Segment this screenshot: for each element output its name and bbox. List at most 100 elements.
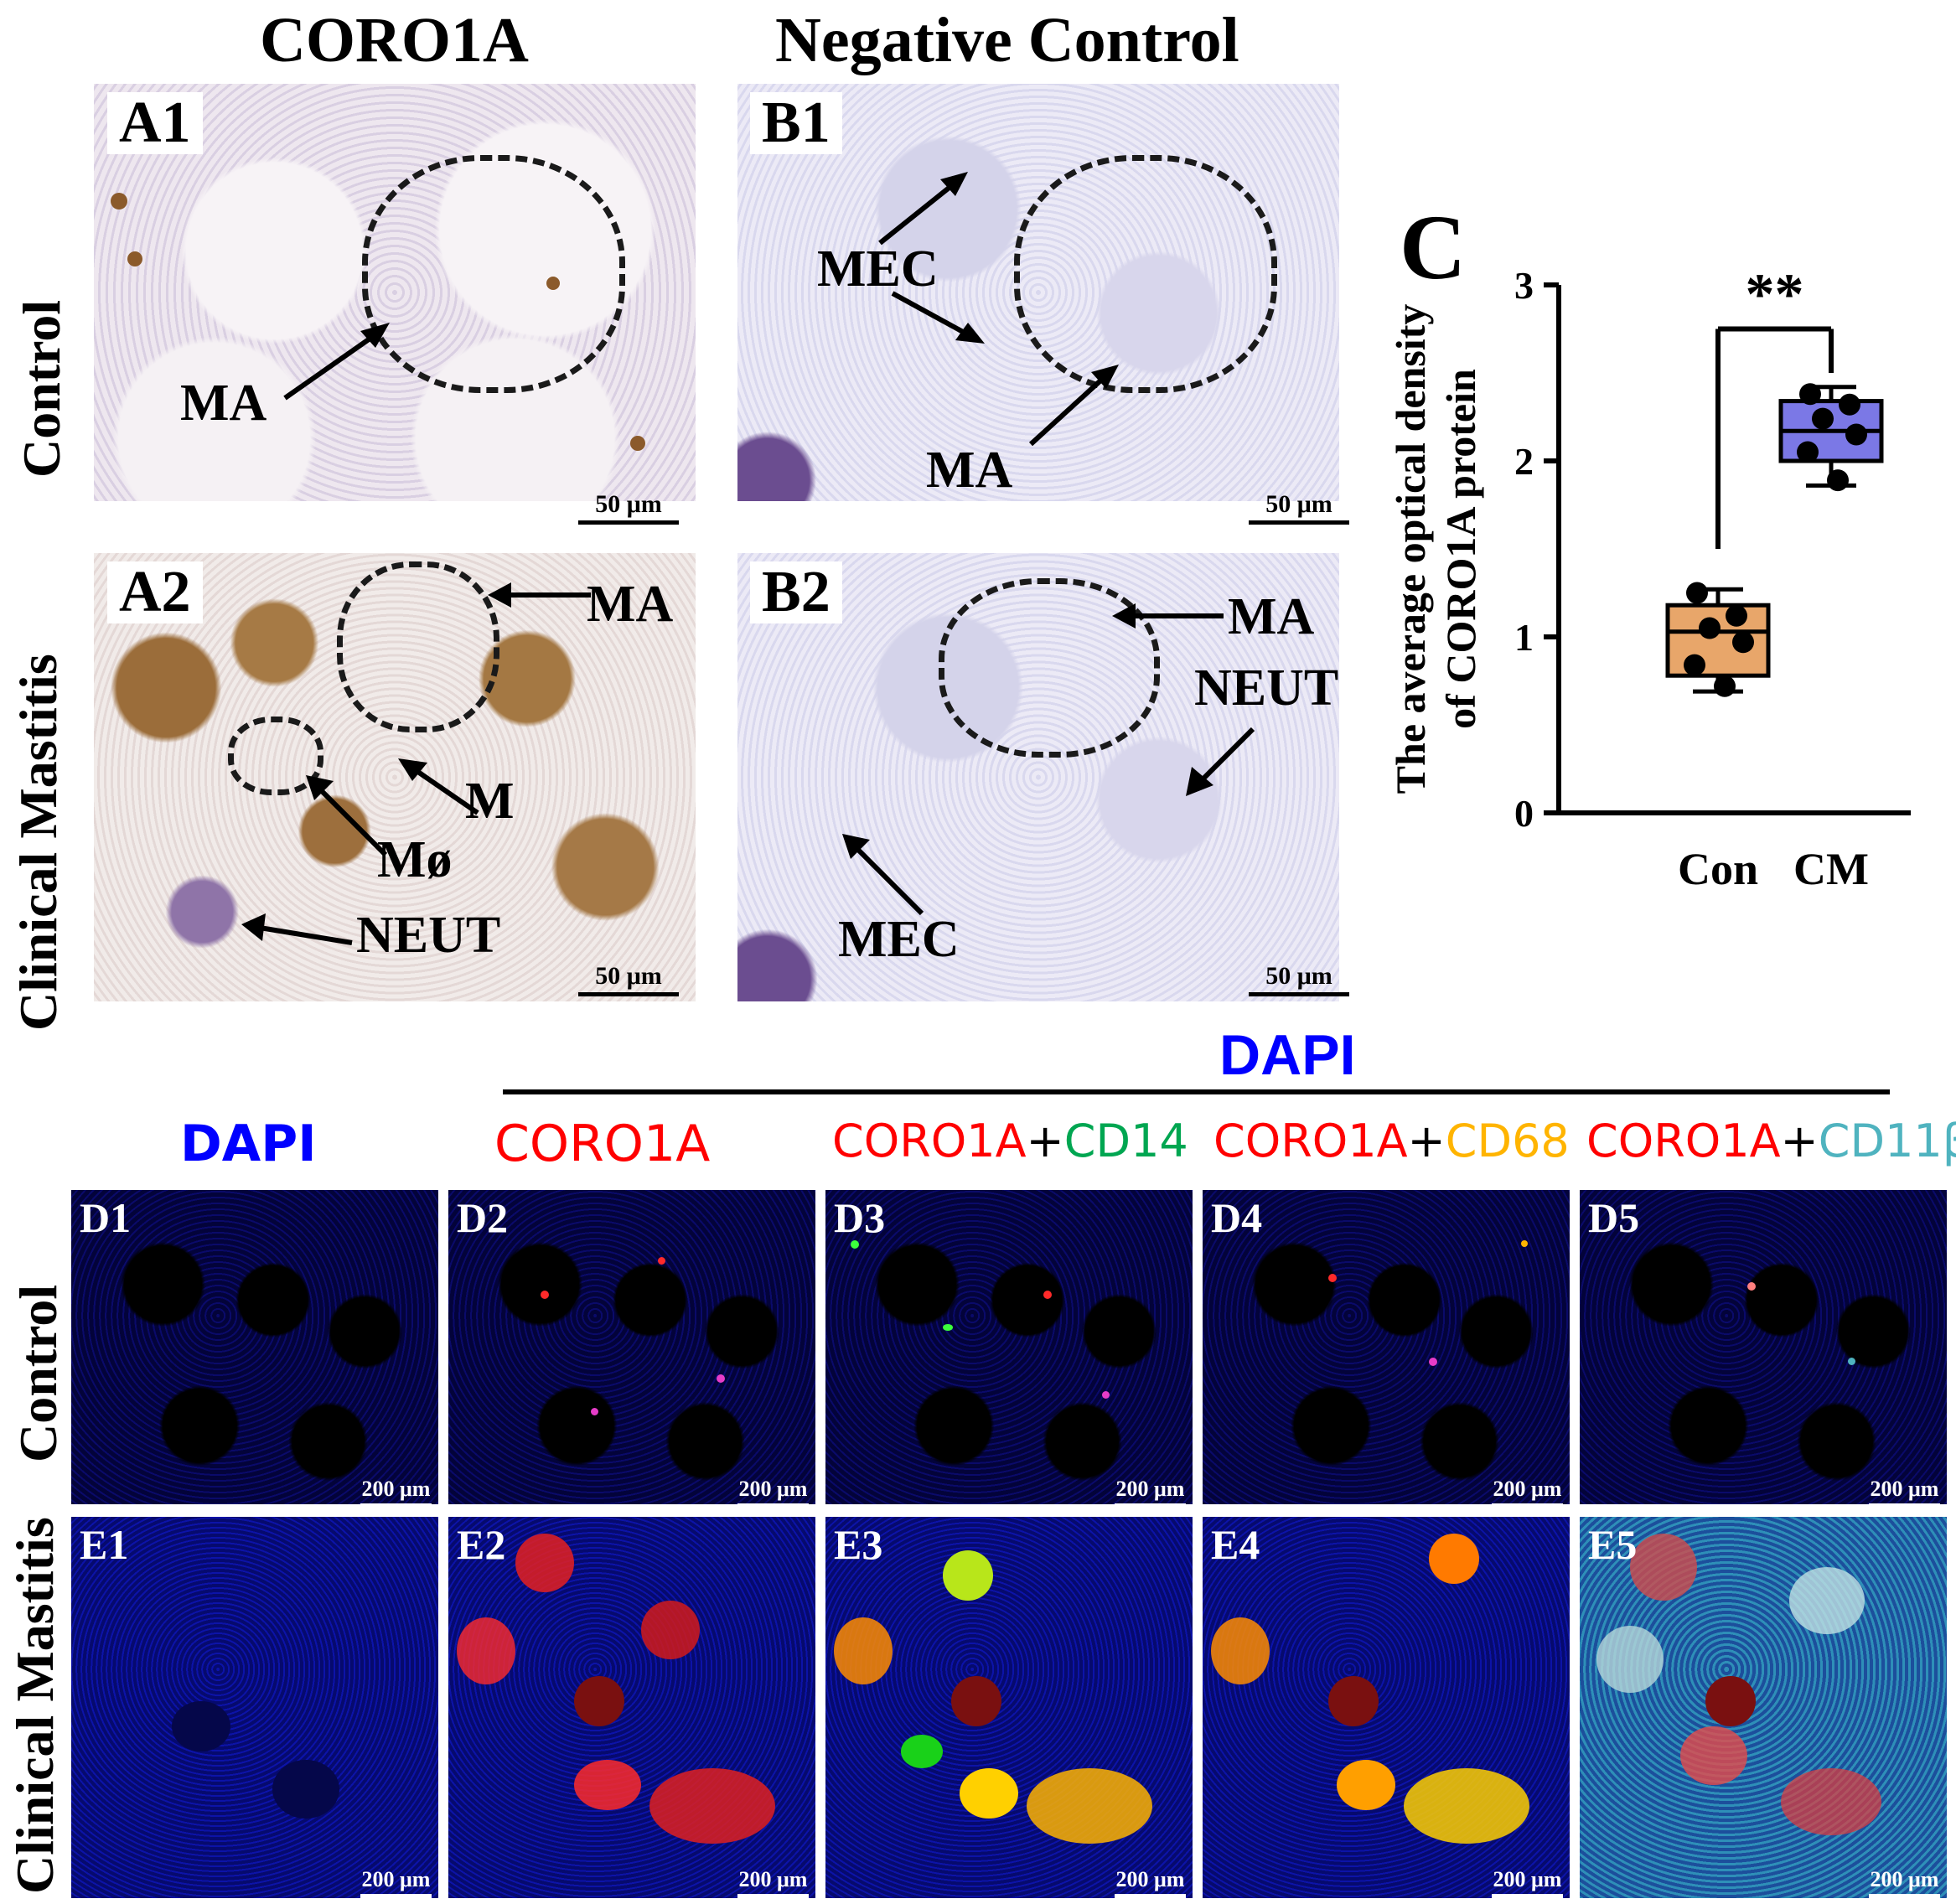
scale-bar-b1: 50 μm bbox=[1249, 490, 1349, 525]
scale-bar-a1: 50 μm bbox=[578, 490, 679, 525]
x-tick-label: CM bbox=[1793, 844, 1869, 894]
header-if-coro1a-cd68: CORO1A+CD68 bbox=[1213, 1115, 1570, 1167]
row-label-control-top: Control bbox=[12, 299, 71, 478]
annot-b2-neut: NEUT bbox=[1194, 660, 1339, 717]
panel-b2-image bbox=[737, 553, 1339, 1001]
panel-e2-image bbox=[448, 1517, 815, 1898]
arrow-b2-ma bbox=[1112, 603, 1224, 629]
scale-bar-e3: 200 μm bbox=[1115, 1867, 1186, 1898]
header-dapi-span: DAPI bbox=[1219, 1023, 1356, 1087]
arrow-b2-neut bbox=[1186, 727, 1255, 796]
x-tick-label: Con bbox=[1678, 844, 1758, 894]
panel-e5-image bbox=[1580, 1517, 1947, 1898]
panel-label-e2: E2 bbox=[457, 1521, 506, 1568]
data-point bbox=[1799, 383, 1821, 406]
panel-label-a1: A1 bbox=[107, 92, 203, 154]
alveolus-outline bbox=[362, 155, 625, 393]
data-point bbox=[1797, 441, 1819, 463]
scale-bar-b2: 50 μm bbox=[1249, 962, 1349, 996]
scale-bar-e2: 200 μm bbox=[737, 1867, 809, 1898]
panel-label-b1: B1 bbox=[750, 92, 842, 154]
y-tick-label: 0 bbox=[1514, 792, 1534, 835]
annot-b2-ma: MA bbox=[1228, 588, 1315, 645]
header-coro1a: CORO1A bbox=[260, 5, 529, 75]
panel-label-e1: E1 bbox=[80, 1521, 129, 1568]
arrow-a2-neut bbox=[241, 913, 353, 945]
panel-e1-image bbox=[71, 1517, 438, 1898]
header-if-coro1a-cd14: CORO1A+CD14 bbox=[832, 1115, 1188, 1167]
panel-label-e5: E5 bbox=[1588, 1521, 1638, 1568]
data-point bbox=[1714, 675, 1736, 697]
scale-bar-d1: 200 μm bbox=[360, 1477, 432, 1508]
row-label-cm-top: Clinical Mastitis bbox=[8, 654, 68, 1031]
y-tick-label: 3 bbox=[1514, 264, 1534, 307]
panel-label-e3: E3 bbox=[834, 1521, 883, 1568]
annot-b1-ma: MA bbox=[926, 442, 1013, 499]
scale-bar-e1: 200 μm bbox=[360, 1867, 432, 1898]
data-point bbox=[1699, 617, 1721, 639]
data-point bbox=[1839, 393, 1860, 416]
panel-label-d4: D4 bbox=[1211, 1194, 1263, 1241]
scale-bar-d4: 200 μm bbox=[1492, 1477, 1563, 1508]
panel-label-d1: D1 bbox=[80, 1194, 132, 1241]
annot-b1-mec: MEC bbox=[817, 241, 939, 298]
data-point bbox=[1686, 582, 1708, 604]
y-axis-label: The average optical densityof CORO1A pro… bbox=[1387, 304, 1484, 794]
panel-a2-image bbox=[94, 553, 696, 1001]
data-point bbox=[1827, 469, 1849, 492]
header-if-dapi: DAPI bbox=[180, 1115, 317, 1173]
annot-a2-ma: MA bbox=[587, 576, 674, 633]
scale-bar-d2: 200 μm bbox=[737, 1477, 809, 1508]
panel-e4-image bbox=[1203, 1517, 1570, 1898]
arrow-a2-m bbox=[398, 758, 479, 815]
dapi-span-line bbox=[503, 1089, 1890, 1094]
panel-e3-image bbox=[825, 1517, 1193, 1898]
alveolus-outline-small bbox=[228, 717, 323, 795]
row-label-control-bottom: Control bbox=[8, 1284, 68, 1462]
annot-a1-ma: MA bbox=[180, 375, 267, 432]
data-point bbox=[1684, 654, 1705, 676]
data-point bbox=[1812, 407, 1834, 430]
annot-a2-neut: NEUT bbox=[356, 907, 501, 964]
scale-bar-d5: 200 μm bbox=[1869, 1477, 1940, 1508]
alveolus-outline bbox=[939, 578, 1160, 758]
panel-label-d5: D5 bbox=[1588, 1194, 1640, 1241]
y-tick-label: 2 bbox=[1514, 440, 1534, 483]
scale-bar-a2: 50 μm bbox=[578, 962, 679, 996]
panel-d3-image bbox=[825, 1190, 1193, 1504]
header-negative-control: Negative Control bbox=[775, 5, 1239, 75]
scale-bar-e4: 200 μm bbox=[1492, 1867, 1563, 1898]
panel-label-d2: D2 bbox=[457, 1194, 509, 1241]
arrow-b2-mec bbox=[842, 834, 924, 916]
panel-label-b2: B2 bbox=[750, 561, 842, 623]
panel-label-c: C bbox=[1400, 196, 1467, 298]
data-point bbox=[1726, 604, 1747, 627]
arrow-b1-mec-down bbox=[891, 291, 985, 344]
arrow-a2-ma bbox=[488, 582, 591, 608]
annot-a2-m: M bbox=[465, 773, 515, 830]
panel-label-d3: D3 bbox=[834, 1194, 886, 1241]
alveolus-outline bbox=[1014, 155, 1277, 393]
panel-d2-image bbox=[448, 1190, 815, 1504]
data-point bbox=[1732, 631, 1754, 654]
annot-b2-mec: MEC bbox=[838, 911, 960, 968]
arrow-a1-ma bbox=[283, 323, 390, 401]
scale-bar-d3: 200 μm bbox=[1115, 1477, 1186, 1508]
arrow-a2-mo bbox=[306, 775, 388, 857]
header-if-coro1a: CORO1A bbox=[494, 1115, 711, 1173]
panel-label-a2: A2 bbox=[107, 561, 203, 623]
panel-d4-image bbox=[1203, 1190, 1570, 1504]
scale-bar-e5: 200 μm bbox=[1869, 1867, 1940, 1898]
arrow-b1-mec-up bbox=[878, 172, 968, 246]
y-tick-label: 1 bbox=[1514, 616, 1534, 659]
header-if-coro1a-cd11b: CORO1A+CD11β bbox=[1586, 1115, 1956, 1167]
alveolus-outline bbox=[337, 561, 499, 732]
arrow-b1-ma bbox=[1028, 365, 1119, 447]
data-point bbox=[1845, 423, 1867, 446]
panel-label-e4: E4 bbox=[1211, 1521, 1260, 1568]
boxplot-chart: 0 1 2 3 The average optical densityof CORO1A… bbox=[1387, 263, 1911, 894]
panel-d5-image bbox=[1580, 1190, 1947, 1504]
panel-d1-image bbox=[71, 1190, 438, 1504]
annot-a2-mo: Mø bbox=[377, 831, 453, 888]
significance-label: ** bbox=[1746, 263, 1804, 328]
